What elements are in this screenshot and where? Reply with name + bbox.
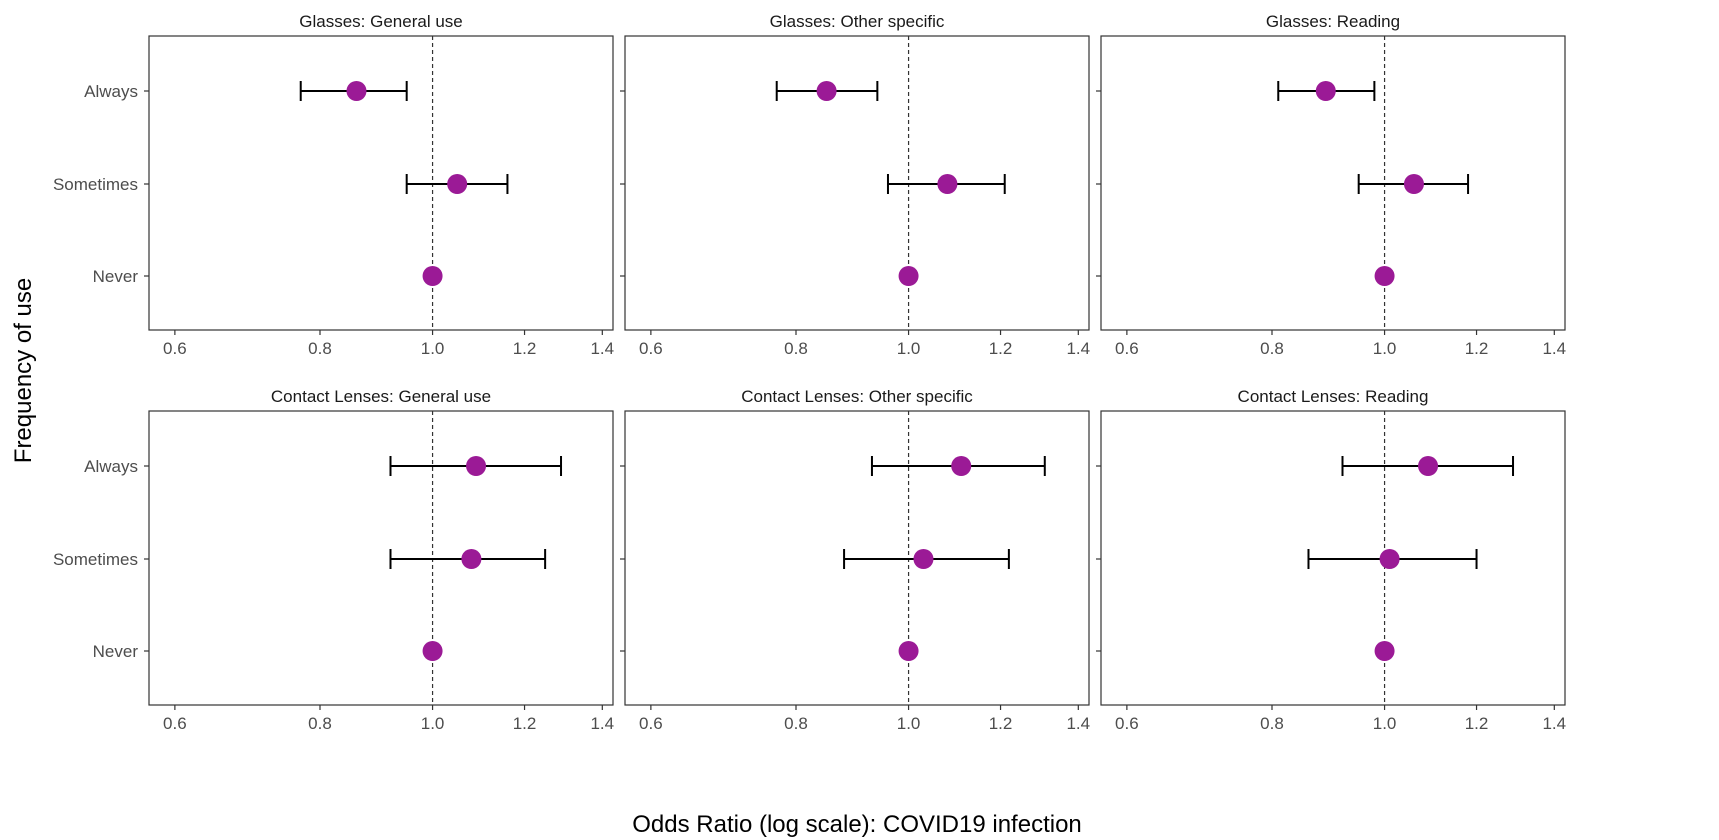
panel-title: Contact Lenses: Reading <box>1238 387 1429 406</box>
x-tick-label: 1.0 <box>1373 714 1397 733</box>
x-tick-label: 1.4 <box>1066 339 1090 358</box>
panel: Glasses: General use 0.6 0.8 1.0 1.2 1.4 Alway… <box>53 12 614 358</box>
x-tick-label: 0.6 <box>1115 339 1139 358</box>
x-tick-label: 0.6 <box>163 339 187 358</box>
panel: Contact Lenses: Other specific 0.6 0.8 1.0 1… <box>620 387 1090 733</box>
x-tick-label: 1.0 <box>897 714 921 733</box>
panel-title: Glasses: Other specific <box>770 12 945 31</box>
odds-ratio-point <box>346 81 367 101</box>
panel-title: Contact Lenses: General use <box>271 387 491 406</box>
panel-frame <box>1100 410 1566 706</box>
odds-ratio-point <box>913 549 934 569</box>
x-tick-label: 1.2 <box>1465 339 1489 358</box>
x-tick-label: 0.8 <box>1260 714 1284 733</box>
odds-ratio-point <box>816 81 837 101</box>
panel-title: Glasses: Reading <box>1266 12 1400 31</box>
x-tick-label: 1.4 <box>590 339 614 358</box>
panel-title: Contact Lenses: Other specific <box>741 387 973 406</box>
x-tick-label: 1.4 <box>590 714 614 733</box>
odds-ratio-point <box>898 641 919 661</box>
x-tick-label: 1.2 <box>989 714 1013 733</box>
odds-ratio-point <box>1374 266 1395 286</box>
x-tick-label: 0.6 <box>639 339 663 358</box>
odds-ratio-point <box>447 174 468 194</box>
x-tick-label: 0.8 <box>1260 339 1284 358</box>
panel-frame <box>1100 35 1566 331</box>
odds-ratio-point <box>898 266 919 286</box>
x-tick-label: 0.6 <box>639 714 663 733</box>
odds-ratio-point <box>422 641 443 661</box>
odds-ratio-point <box>1315 81 1336 101</box>
odds-ratio-point <box>951 456 972 476</box>
x-tick-label: 1.2 <box>1465 714 1489 733</box>
x-tick-label: 1.4 <box>1542 714 1566 733</box>
panel-frame <box>624 35 1090 331</box>
x-tick-label: 1.2 <box>513 714 537 733</box>
y-tick-label: Sometimes <box>53 550 138 569</box>
x-tick-label: 1.0 <box>421 339 445 358</box>
x-tick-label: 0.8 <box>308 339 332 358</box>
x-tick-label: 1.0 <box>421 714 445 733</box>
panel-title: Glasses: General use <box>299 12 462 31</box>
y-tick-label: Always <box>84 457 138 476</box>
panel-frame <box>148 35 614 331</box>
odds-ratio-point <box>1418 456 1439 476</box>
x-tick-label: 1.2 <box>989 339 1013 358</box>
x-tick-label: 1.4 <box>1066 714 1090 733</box>
x-tick-label: 1.0 <box>897 339 921 358</box>
panel-frame <box>148 410 614 706</box>
x-tick-label: 1.4 <box>1542 339 1566 358</box>
panel-frame <box>624 410 1090 706</box>
odds-ratio-point <box>1379 549 1400 569</box>
x-axis-title: Odds Ratio (log scale): COVID19 infectio… <box>632 811 1082 838</box>
panel-grid: Glasses: General use 0.6 0.8 1.0 1.2 1.4 Alway… <box>53 12 1566 733</box>
x-tick-label: 0.6 <box>1115 714 1139 733</box>
y-tick-label: Never <box>93 642 139 661</box>
odds-ratio-point <box>937 174 958 194</box>
x-tick-label: 0.8 <box>784 714 808 733</box>
x-tick-label: 0.6 <box>163 714 187 733</box>
panel: Glasses: Other specific 0.6 0.8 1.0 1.2 1.4 <box>620 12 1090 358</box>
y-tick-label: Sometimes <box>53 175 138 194</box>
odds-ratio-point <box>461 549 482 569</box>
x-tick-label: 1.2 <box>513 339 537 358</box>
odds-ratio-point <box>466 456 487 476</box>
odds-ratio-point <box>1374 641 1395 661</box>
x-tick-label: 0.8 <box>308 714 332 733</box>
x-tick-label: 1.0 <box>1373 339 1397 358</box>
panel: Glasses: Reading 0.6 0.8 1.0 1.2 1.4 <box>1096 12 1566 358</box>
panel: Contact Lenses: General use 0.6 0.8 1.0 1.2 1… <box>53 387 614 733</box>
panel: Contact Lenses: Reading 0.6 0.8 1.0 1.2 1.4 <box>1096 387 1566 733</box>
y-tick-label: Never <box>93 267 139 286</box>
odds-ratio-point <box>422 266 443 286</box>
x-tick-label: 0.8 <box>784 339 808 358</box>
y-axis-title: Frequency of use <box>10 278 37 463</box>
y-tick-label: Always <box>84 82 138 101</box>
odds-ratio-point <box>1403 174 1424 194</box>
